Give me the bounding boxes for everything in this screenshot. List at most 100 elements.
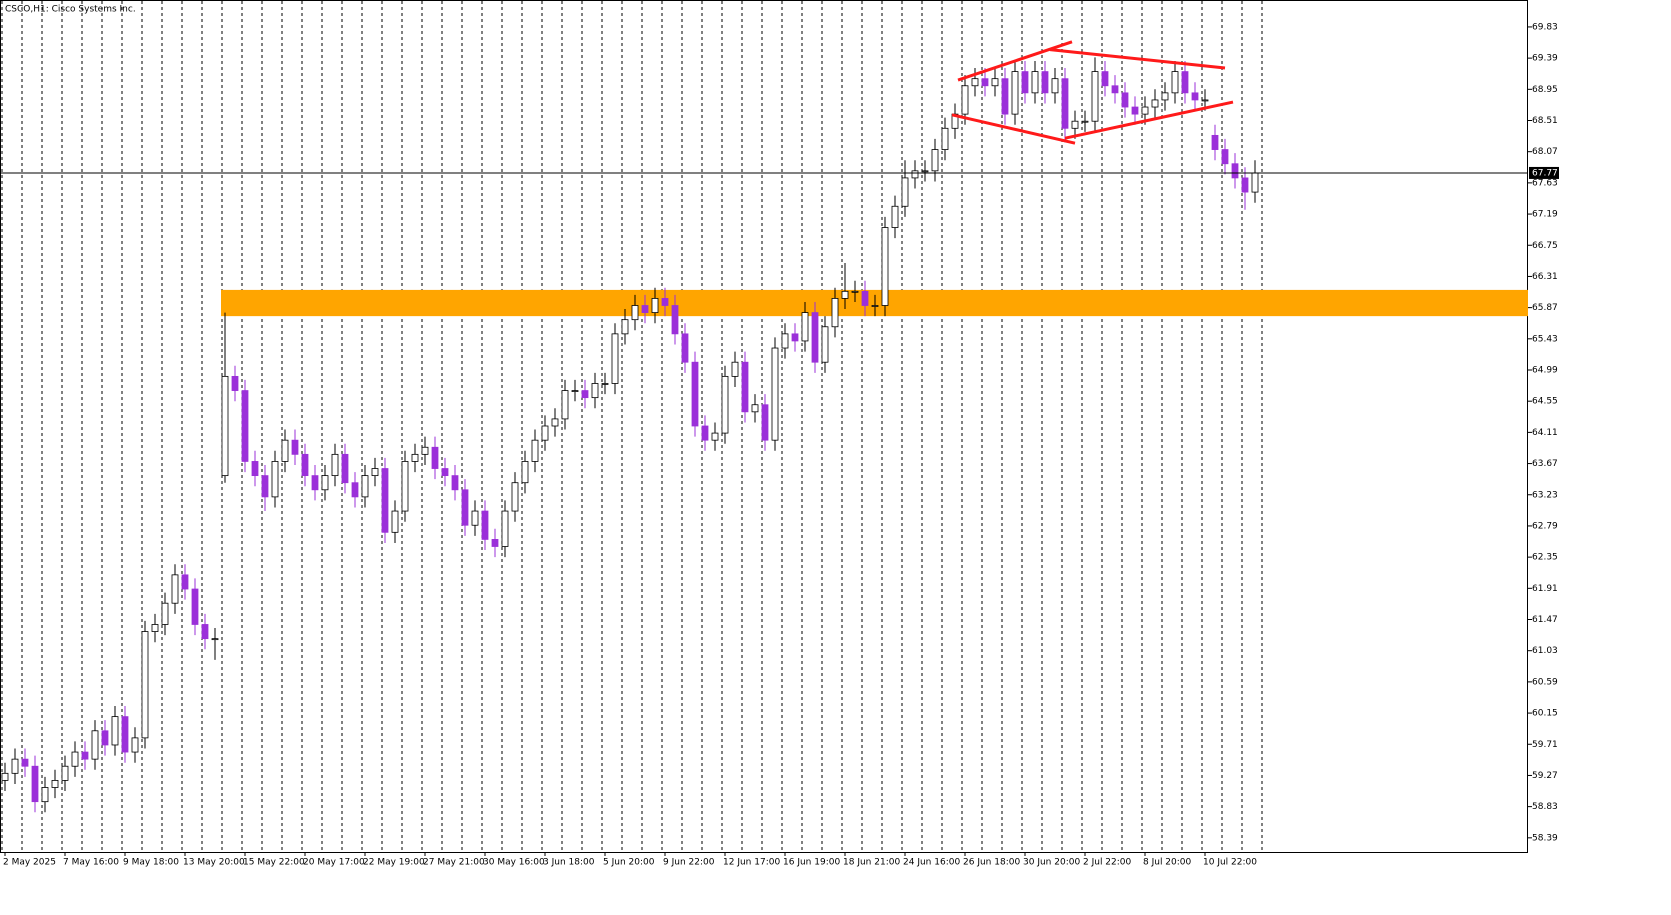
y-tick-label: 64.11 — [1532, 428, 1558, 438]
y-tick-label: 66.31 — [1532, 272, 1558, 282]
candle-body — [661, 298, 669, 306]
candle-body — [1171, 71, 1179, 94]
x-tick-label: 16 Jun 19:00 — [783, 858, 840, 868]
candle-body — [701, 425, 709, 441]
candle-body — [441, 468, 449, 477]
candle-body — [351, 482, 359, 498]
candle-body — [771, 347, 779, 441]
candle-body — [641, 305, 649, 313]
candle-body — [941, 127, 949, 150]
y-tick-label: 67.63 — [1532, 178, 1558, 188]
candle-body — [711, 432, 719, 441]
candle-body — [491, 539, 499, 547]
candle-body — [1071, 120, 1079, 129]
candle-body — [1021, 71, 1029, 94]
candle-body — [571, 390, 579, 392]
y-tick-label: 68.95 — [1532, 85, 1558, 95]
candle-body — [1201, 99, 1209, 102]
candle-body — [601, 383, 609, 385]
x-tick-label: 5 Jun 20:00 — [603, 858, 655, 868]
candle-body — [1111, 85, 1119, 94]
candle-body — [581, 390, 589, 399]
candle-body — [141, 631, 149, 739]
candle-body — [861, 290, 869, 306]
candle-body — [451, 475, 459, 491]
candle-body — [551, 418, 559, 427]
candle-body — [291, 439, 299, 455]
candle-body — [741, 361, 749, 413]
x-tick-label: 8 Jul 20:00 — [1143, 858, 1192, 868]
trendline — [1049, 48, 1226, 70]
y-tick-label: 58.83 — [1532, 802, 1558, 812]
candle-body — [1211, 134, 1219, 150]
candle-body — [401, 461, 409, 512]
chart-title: CSCO,H1: Cisco Systems Inc. — [5, 5, 136, 15]
candle-body — [531, 439, 539, 462]
y-tick-label: 61.03 — [1532, 646, 1558, 656]
x-tick-label: 15 May 22:00 — [243, 858, 305, 868]
candle-body — [971, 78, 979, 87]
candle-body — [1141, 106, 1149, 115]
y-tick-label: 64.99 — [1532, 366, 1558, 376]
candle-body — [131, 737, 139, 753]
candle-body — [1091, 71, 1099, 122]
candle-body — [151, 624, 159, 632]
candle-body — [521, 461, 529, 484]
candle-body — [751, 404, 759, 413]
x-tick-label: 12 Jun 17:00 — [723, 858, 780, 868]
plot-frame — [0, 0, 1528, 853]
candle-body — [1031, 71, 1039, 94]
candle-body — [1121, 92, 1129, 108]
candle-body — [31, 765, 39, 803]
x-tick-label: 27 May 21:00 — [423, 858, 485, 868]
y-tick-label: 59.71 — [1532, 740, 1558, 750]
x-tick-label: 2 Jul 22:00 — [1083, 858, 1132, 868]
candle-body — [411, 453, 419, 462]
trendline — [951, 113, 1076, 145]
candle-body — [421, 446, 429, 455]
candle-body — [341, 453, 349, 484]
candle-body — [931, 149, 939, 172]
candle-body — [1151, 99, 1159, 108]
candle-body — [181, 574, 189, 590]
candle-body — [231, 375, 239, 391]
candle-body — [821, 326, 829, 363]
x-tick-label: 10 Jul 22:00 — [1203, 858, 1257, 868]
candle-body — [161, 602, 169, 625]
candle-body — [921, 170, 929, 173]
candle-body — [61, 765, 69, 781]
candle-body — [331, 453, 339, 477]
candle-body — [121, 716, 129, 753]
candle-body — [1011, 71, 1019, 115]
candle-body — [541, 425, 549, 441]
candle-body — [261, 475, 269, 498]
candle-body — [271, 461, 279, 498]
candle-body — [1191, 92, 1199, 101]
candle-body — [41, 787, 49, 803]
candle-body — [51, 780, 59, 788]
candle-body — [301, 453, 309, 477]
candle-body — [11, 758, 19, 774]
candle-body — [111, 716, 119, 746]
candle-body — [561, 390, 569, 420]
candle-body — [881, 227, 889, 306]
candle-body — [91, 730, 99, 760]
candle-body — [691, 361, 699, 427]
x-tick-label: 18 Jun 21:00 — [843, 858, 900, 868]
candle-body — [1161, 92, 1169, 101]
candle-body — [1181, 71, 1189, 94]
y-tick-label: 68.07 — [1532, 147, 1558, 157]
candle-body — [391, 510, 399, 533]
candle-body — [831, 298, 839, 328]
candle-body — [71, 751, 79, 767]
x-tick-label: 22 May 19:00 — [363, 858, 425, 868]
candle-body — [911, 170, 919, 179]
candle-body — [901, 177, 909, 207]
candle-body — [991, 78, 999, 87]
candle-body — [501, 510, 509, 547]
x-tick-label: 9 Jun 22:00 — [663, 858, 715, 868]
x-tick-label: 24 Jun 16:00 — [903, 858, 960, 868]
candle-body — [1251, 172, 1259, 193]
trendline — [957, 40, 1073, 82]
candle-body — [1041, 71, 1049, 94]
